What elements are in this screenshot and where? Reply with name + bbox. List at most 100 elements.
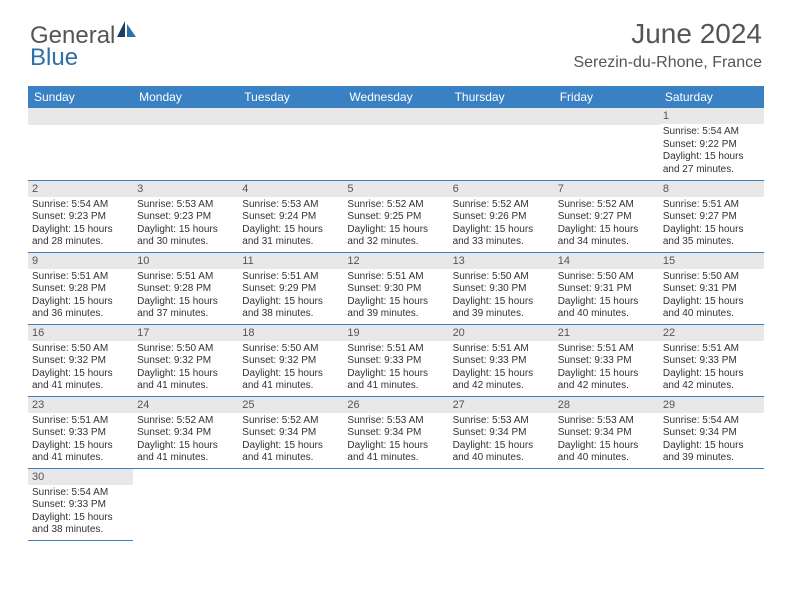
day-info: Sunrise: 5:54 AMSunset: 9:34 PMDaylight:… [659, 413, 764, 465]
day-number: 10 [133, 253, 238, 269]
calendar-cell: 18Sunrise: 5:50 AMSunset: 9:32 PMDayligh… [238, 324, 343, 396]
calendar-cell [238, 108, 343, 180]
calendar-cell: 8Sunrise: 5:51 AMSunset: 9:27 PMDaylight… [659, 180, 764, 252]
calendar-week: 30Sunrise: 5:54 AMSunset: 9:33 PMDayligh… [28, 468, 764, 540]
day-header: Tuesday [238, 86, 343, 108]
day-number: 29 [659, 397, 764, 413]
calendar-cell: 2Sunrise: 5:54 AMSunset: 9:23 PMDaylight… [28, 180, 133, 252]
calendar-cell: 11Sunrise: 5:51 AMSunset: 9:29 PMDayligh… [238, 252, 343, 324]
day-header: Sunday [28, 86, 133, 108]
page-header: GeneralBlue June 2024 Serezin-du-Rhone, … [0, 0, 792, 80]
calendar-body: 1Sunrise: 5:54 AMSunset: 9:22 PMDaylight… [28, 108, 764, 540]
calendar-cell: 26Sunrise: 5:53 AMSunset: 9:34 PMDayligh… [343, 396, 448, 468]
day-number: 16 [28, 325, 133, 341]
calendar-cell: 10Sunrise: 5:51 AMSunset: 9:28 PMDayligh… [133, 252, 238, 324]
calendar-cell: 6Sunrise: 5:52 AMSunset: 9:26 PMDaylight… [449, 180, 554, 252]
day-number: 26 [343, 397, 448, 413]
day-number: 22 [659, 325, 764, 341]
calendar-cell [343, 468, 448, 540]
calendar-cell [449, 108, 554, 180]
day-info: Sunrise: 5:54 AMSunset: 9:33 PMDaylight:… [28, 485, 133, 537]
day-info: Sunrise: 5:53 AMSunset: 9:34 PMDaylight:… [554, 413, 659, 465]
calendar-cell [554, 468, 659, 540]
day-info: Sunrise: 5:51 AMSunset: 9:33 PMDaylight:… [449, 341, 554, 393]
calendar-cell: 19Sunrise: 5:51 AMSunset: 9:33 PMDayligh… [343, 324, 448, 396]
calendar-cell: 17Sunrise: 5:50 AMSunset: 9:32 PMDayligh… [133, 324, 238, 396]
calendar-cell [28, 108, 133, 180]
day-number: 7 [554, 181, 659, 197]
calendar-cell [133, 108, 238, 180]
day-info: Sunrise: 5:52 AMSunset: 9:27 PMDaylight:… [554, 197, 659, 249]
calendar-cell: 27Sunrise: 5:53 AMSunset: 9:34 PMDayligh… [449, 396, 554, 468]
calendar-cell: 29Sunrise: 5:54 AMSunset: 9:34 PMDayligh… [659, 396, 764, 468]
day-number: 12 [343, 253, 448, 269]
day-number: 30 [28, 469, 133, 485]
calendar-cell: 16Sunrise: 5:50 AMSunset: 9:32 PMDayligh… [28, 324, 133, 396]
calendar-cell: 15Sunrise: 5:50 AMSunset: 9:31 PMDayligh… [659, 252, 764, 324]
day-info: Sunrise: 5:50 AMSunset: 9:32 PMDaylight:… [133, 341, 238, 393]
day-number: 5 [343, 181, 448, 197]
calendar-cell: 5Sunrise: 5:52 AMSunset: 9:25 PMDaylight… [343, 180, 448, 252]
calendar-cell: 21Sunrise: 5:51 AMSunset: 9:33 PMDayligh… [554, 324, 659, 396]
calendar-cell: 30Sunrise: 5:54 AMSunset: 9:33 PMDayligh… [28, 468, 133, 540]
calendar-cell: 22Sunrise: 5:51 AMSunset: 9:33 PMDayligh… [659, 324, 764, 396]
day-number: 11 [238, 253, 343, 269]
calendar-cell: 4Sunrise: 5:53 AMSunset: 9:24 PMDaylight… [238, 180, 343, 252]
empty-day-bar [343, 108, 448, 125]
calendar-cell: 9Sunrise: 5:51 AMSunset: 9:28 PMDaylight… [28, 252, 133, 324]
logo-sail-icon [117, 18, 139, 46]
day-number: 17 [133, 325, 238, 341]
calendar-head: SundayMondayTuesdayWednesdayThursdayFrid… [28, 86, 764, 108]
day-number: 24 [133, 397, 238, 413]
empty-day-bar [449, 108, 554, 125]
calendar-week: 16Sunrise: 5:50 AMSunset: 9:32 PMDayligh… [28, 324, 764, 396]
day-number: 2 [28, 181, 133, 197]
day-header: Thursday [449, 86, 554, 108]
day-info: Sunrise: 5:51 AMSunset: 9:33 PMDaylight:… [554, 341, 659, 393]
day-number: 13 [449, 253, 554, 269]
calendar-cell: 23Sunrise: 5:51 AMSunset: 9:33 PMDayligh… [28, 396, 133, 468]
day-number: 3 [133, 181, 238, 197]
day-info: Sunrise: 5:54 AMSunset: 9:23 PMDaylight:… [28, 197, 133, 249]
day-header: Monday [133, 86, 238, 108]
calendar-cell [343, 108, 448, 180]
day-header: Saturday [659, 86, 764, 108]
day-number: 15 [659, 253, 764, 269]
calendar-week: 23Sunrise: 5:51 AMSunset: 9:33 PMDayligh… [28, 396, 764, 468]
calendar-cell: 20Sunrise: 5:51 AMSunset: 9:33 PMDayligh… [449, 324, 554, 396]
day-number: 8 [659, 181, 764, 197]
calendar-cell: 13Sunrise: 5:50 AMSunset: 9:30 PMDayligh… [449, 252, 554, 324]
calendar-week: 9Sunrise: 5:51 AMSunset: 9:28 PMDaylight… [28, 252, 764, 324]
day-number: 1 [659, 108, 764, 124]
day-number: 18 [238, 325, 343, 341]
day-info: Sunrise: 5:50 AMSunset: 9:31 PMDaylight:… [554, 269, 659, 321]
day-info: Sunrise: 5:51 AMSunset: 9:29 PMDaylight:… [238, 269, 343, 321]
calendar-cell [449, 468, 554, 540]
logo-text-blue: Blue [30, 44, 78, 71]
day-number: 19 [343, 325, 448, 341]
empty-day-bar [554, 108, 659, 125]
calendar-cell [554, 108, 659, 180]
empty-day-bar [28, 108, 133, 125]
day-info: Sunrise: 5:53 AMSunset: 9:34 PMDaylight:… [449, 413, 554, 465]
day-header: Wednesday [343, 86, 448, 108]
day-info: Sunrise: 5:51 AMSunset: 9:33 PMDaylight:… [28, 413, 133, 465]
calendar-week: 2Sunrise: 5:54 AMSunset: 9:23 PMDaylight… [28, 180, 764, 252]
day-info: Sunrise: 5:52 AMSunset: 9:25 PMDaylight:… [343, 197, 448, 249]
day-info: Sunrise: 5:52 AMSunset: 9:34 PMDaylight:… [133, 413, 238, 465]
calendar-week: 1Sunrise: 5:54 AMSunset: 9:22 PMDaylight… [28, 108, 764, 180]
day-number: 28 [554, 397, 659, 413]
day-number: 27 [449, 397, 554, 413]
calendar-cell: 14Sunrise: 5:50 AMSunset: 9:31 PMDayligh… [554, 252, 659, 324]
month-title: June 2024 [573, 18, 762, 50]
day-header: Friday [554, 86, 659, 108]
logo: GeneralBlue [30, 18, 139, 72]
calendar-cell: 7Sunrise: 5:52 AMSunset: 9:27 PMDaylight… [554, 180, 659, 252]
day-info: Sunrise: 5:53 AMSunset: 9:24 PMDaylight:… [238, 197, 343, 249]
calendar-cell [659, 468, 764, 540]
day-info: Sunrise: 5:53 AMSunset: 9:23 PMDaylight:… [133, 197, 238, 249]
empty-day-bar [133, 108, 238, 125]
day-info: Sunrise: 5:53 AMSunset: 9:34 PMDaylight:… [343, 413, 448, 465]
day-number: 6 [449, 181, 554, 197]
day-info: Sunrise: 5:51 AMSunset: 9:28 PMDaylight:… [133, 269, 238, 321]
